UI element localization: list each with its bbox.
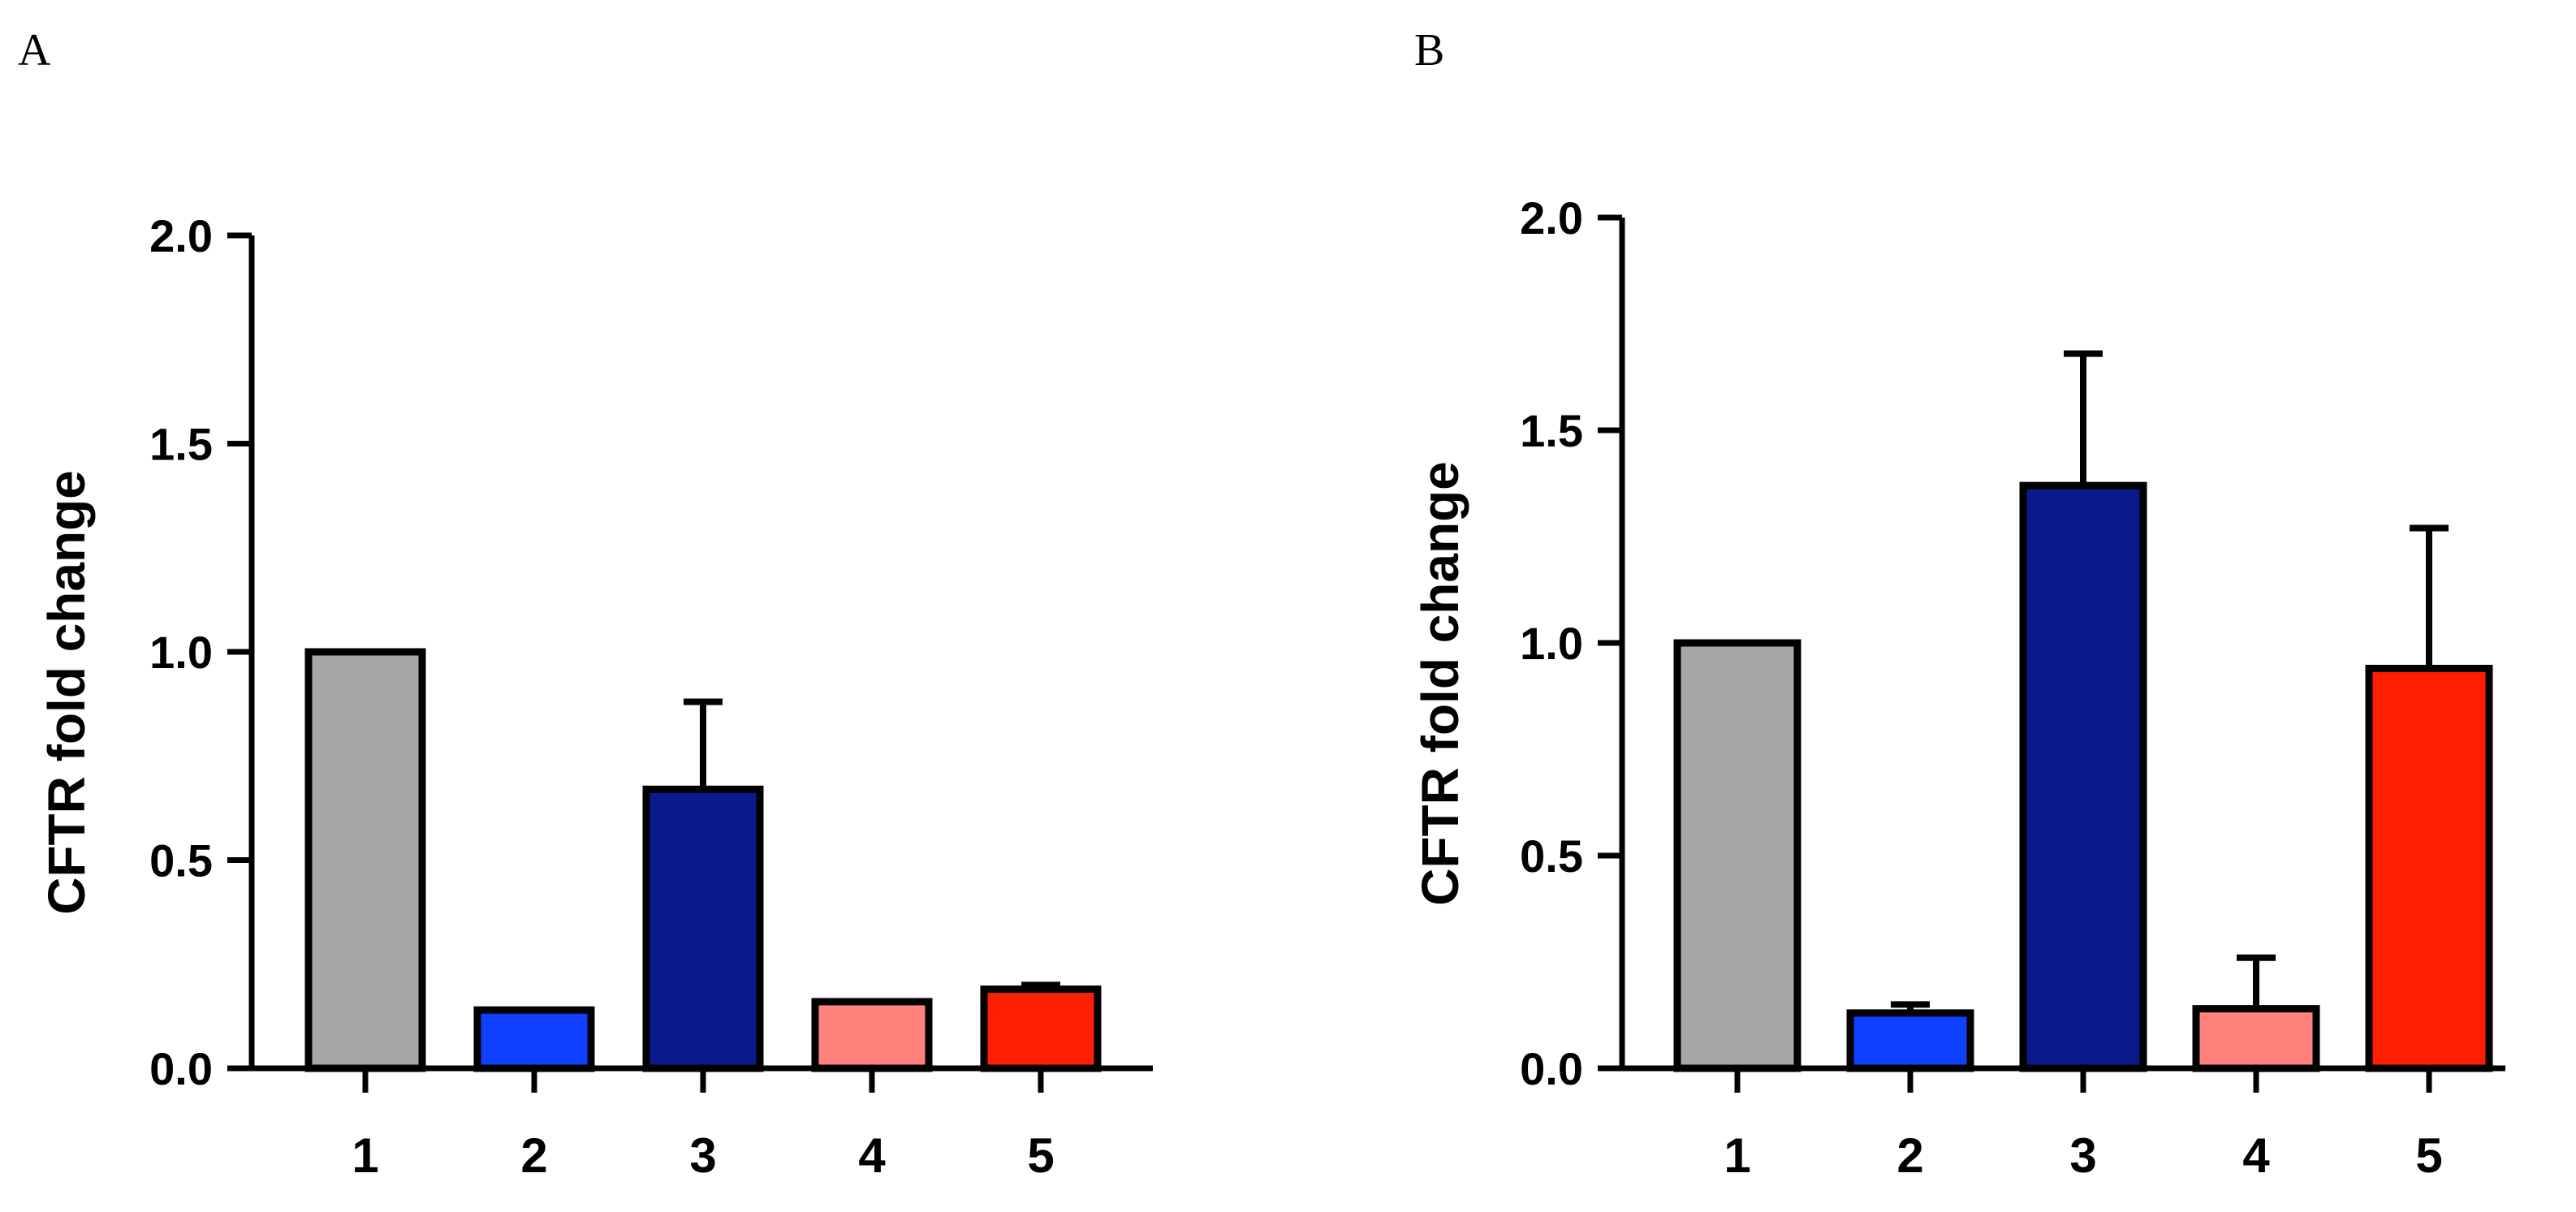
bar-chart-a: 1 2 3 4 5 0.0 0.5 1.0 1.5 2.0 CFTR fold change — [37, 210, 1153, 1183]
x-tick-label: 4 — [2242, 1128, 2270, 1183]
x-tick-label: 1 — [1724, 1128, 1750, 1183]
x-tick-label: 2 — [1896, 1128, 1923, 1183]
bar-3 — [642, 785, 764, 1072]
y-tick-label: 2.0 — [149, 210, 213, 261]
x-tick-label: 3 — [2069, 1128, 2096, 1183]
y-tick-label: 0.0 — [149, 1043, 213, 1094]
x-tick-label: 4 — [858, 1128, 886, 1183]
x-tick-label: 1 — [352, 1128, 378, 1183]
y-tick-label: 0.5 — [149, 835, 213, 886]
y-axis-title: CFTR fold change — [1411, 461, 1469, 906]
x-tick-label: 3 — [689, 1128, 716, 1183]
y-tick-label: 0.5 — [1520, 830, 1583, 882]
y-tick-label: 0.0 — [1520, 1043, 1583, 1094]
x-tick-label: 2 — [520, 1128, 547, 1183]
y-tick-label: 2.0 — [1520, 192, 1583, 244]
x-tick-label: 5 — [2415, 1128, 2442, 1183]
x-tick-label: 5 — [1027, 1128, 1054, 1183]
bar-3 — [2019, 481, 2147, 1072]
y-tick-label: 1.0 — [1520, 618, 1583, 669]
bar-chart-b: 1 2 3 4 5 0.0 0.5 1.0 1.5 2.0 CFTR fold change — [1411, 192, 2505, 1183]
bar-4 — [811, 998, 933, 1072]
bar-4 — [2192, 1005, 2320, 1072]
y-tick-label: 1.5 — [149, 419, 213, 470]
panel-letter-b: B — [1414, 25, 1445, 75]
bar-2 — [1846, 1009, 1974, 1072]
bar-5 — [2365, 664, 2493, 1072]
y-tick-label: 1.5 — [1520, 405, 1583, 456]
bar-1 — [304, 648, 426, 1072]
y-axis-title: CFTR fold change — [37, 470, 96, 915]
bar-2 — [473, 1006, 595, 1072]
panel-letter-a: A — [18, 25, 51, 75]
bar-5 — [980, 986, 1102, 1072]
bar-1 — [1673, 639, 1801, 1072]
y-tick-label: 1.0 — [149, 627, 213, 678]
